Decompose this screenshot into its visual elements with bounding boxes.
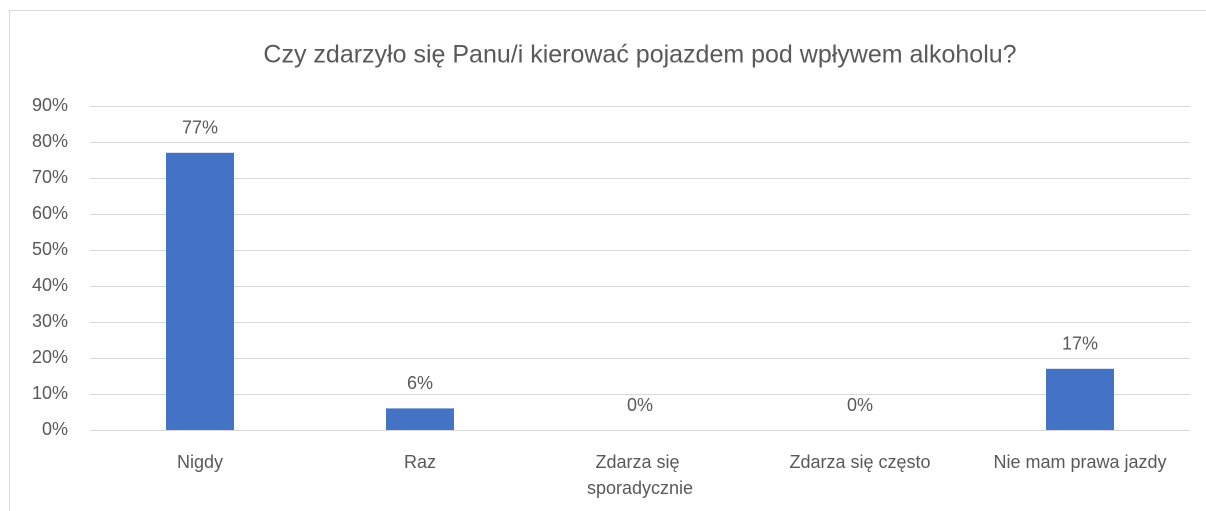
x-tick-label: Nigdy xyxy=(177,452,223,472)
y-tick-label: 60% xyxy=(32,203,68,223)
bar xyxy=(166,152,234,431)
bar xyxy=(1046,368,1114,430)
data-label: 0% xyxy=(627,395,653,415)
data-label: 0% xyxy=(847,395,873,415)
y-tick-label: 20% xyxy=(32,347,68,367)
bar xyxy=(386,408,454,430)
y-tick-label: 80% xyxy=(32,131,68,151)
x-tick-label: Zdarza się często xyxy=(789,452,930,472)
x-tick-label: Nie mam prawa jazdy xyxy=(993,452,1166,472)
y-tick-label: 50% xyxy=(32,239,68,259)
data-label: 77% xyxy=(182,118,218,138)
x-tick-label: Raz xyxy=(404,452,436,472)
data-label: 6% xyxy=(407,373,433,393)
data-label: 17% xyxy=(1062,334,1098,354)
chart-title: Czy zdarzyło się Panu/i kierować pojazde… xyxy=(263,41,1016,69)
x-tick-label-line: Zdarza się xyxy=(595,452,684,472)
y-tick-label: 40% xyxy=(32,275,68,295)
y-tick-label: 10% xyxy=(32,383,68,403)
x-tick-label: Zdarza się sporadycznie xyxy=(587,452,693,498)
y-tick-label: 30% xyxy=(32,311,68,331)
y-tick-label: 70% xyxy=(32,167,68,187)
y-tick-label: 0% xyxy=(42,419,68,439)
x-tick-label-line: sporadycznie xyxy=(587,478,693,498)
y-tick-label: 90% xyxy=(32,95,68,115)
